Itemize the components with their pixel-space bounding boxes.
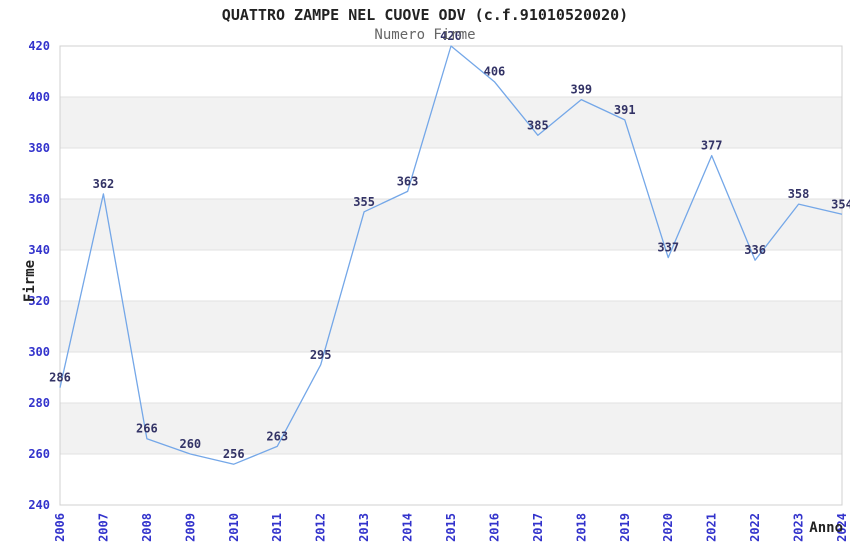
- data-point-label: 406: [484, 65, 506, 79]
- data-point-label: 336: [744, 243, 766, 257]
- plot-band: [60, 199, 842, 250]
- y-tick-label: 380: [28, 141, 50, 155]
- x-tick-label: 2023: [792, 513, 806, 542]
- x-tick-label: 2019: [618, 513, 632, 542]
- data-point-label: 363: [397, 174, 419, 188]
- data-point-label: 295: [310, 348, 332, 362]
- x-tick-label: 2012: [314, 513, 328, 542]
- data-point-label: 358: [788, 187, 810, 201]
- data-point-label: 355: [353, 195, 375, 209]
- y-tick-label: 260: [28, 447, 50, 461]
- y-tick-label: 300: [28, 345, 50, 359]
- x-tick-label: 2014: [401, 513, 415, 542]
- x-tick-label: 2018: [574, 513, 588, 542]
- series-line: [59, 45, 843, 465]
- data-point-label: 385: [527, 118, 549, 132]
- data-point-label: 286: [49, 371, 71, 385]
- data-point-label: 337: [657, 241, 679, 255]
- data-point-label: 377: [701, 139, 723, 153]
- x-tick-label: 2009: [183, 513, 197, 542]
- y-axis-title: Firme: [22, 259, 38, 303]
- data-point-label: 399: [570, 83, 592, 97]
- data-point-label: 256: [223, 447, 245, 461]
- x-tick-label: 2010: [227, 513, 241, 542]
- x-tick-label: 2013: [357, 513, 371, 542]
- data-point-label: 362: [93, 177, 115, 191]
- x-tick-label: 2022: [748, 513, 762, 542]
- plot-band: [60, 97, 842, 148]
- x-tick-label: 2016: [487, 513, 501, 542]
- data-point-label: 260: [179, 437, 201, 451]
- y-tick-label: 320: [28, 294, 50, 308]
- y-tick-label: 360: [28, 192, 50, 206]
- x-axis-title: Anno: [809, 520, 843, 536]
- y-tick-label: 280: [28, 396, 50, 410]
- x-tick-label: 2024: [835, 513, 849, 542]
- x-tick-label: 2017: [531, 513, 545, 542]
- x-tick-label: 2020: [661, 513, 675, 542]
- x-tick-label: 2006: [53, 513, 67, 542]
- chart-subtitle: Numero Firme: [374, 27, 476, 43]
- plot-band: [60, 301, 842, 352]
- y-tick-label: 420: [28, 39, 50, 53]
- x-tick-label: 2007: [96, 513, 110, 542]
- data-point-label: 354: [831, 197, 850, 211]
- data-point-label: 263: [266, 429, 288, 443]
- data-point-label: 266: [136, 422, 158, 436]
- x-tick-label: 2015: [444, 513, 458, 542]
- chart-title: QUATTRO ZAMPE NEL CUOVE ODV (c.f.9101052…: [221, 6, 629, 24]
- x-tick-label: 2011: [270, 513, 284, 542]
- data-point-label: 420: [440, 29, 462, 43]
- data-point-label: 391: [614, 103, 636, 117]
- plot-band: [60, 403, 842, 454]
- y-tick-label: 340: [28, 243, 50, 257]
- y-tick-label: 400: [28, 90, 50, 104]
- x-tick-label: 2021: [705, 513, 719, 542]
- y-tick-label: 240: [28, 498, 50, 512]
- x-tick-label: 2008: [140, 513, 154, 542]
